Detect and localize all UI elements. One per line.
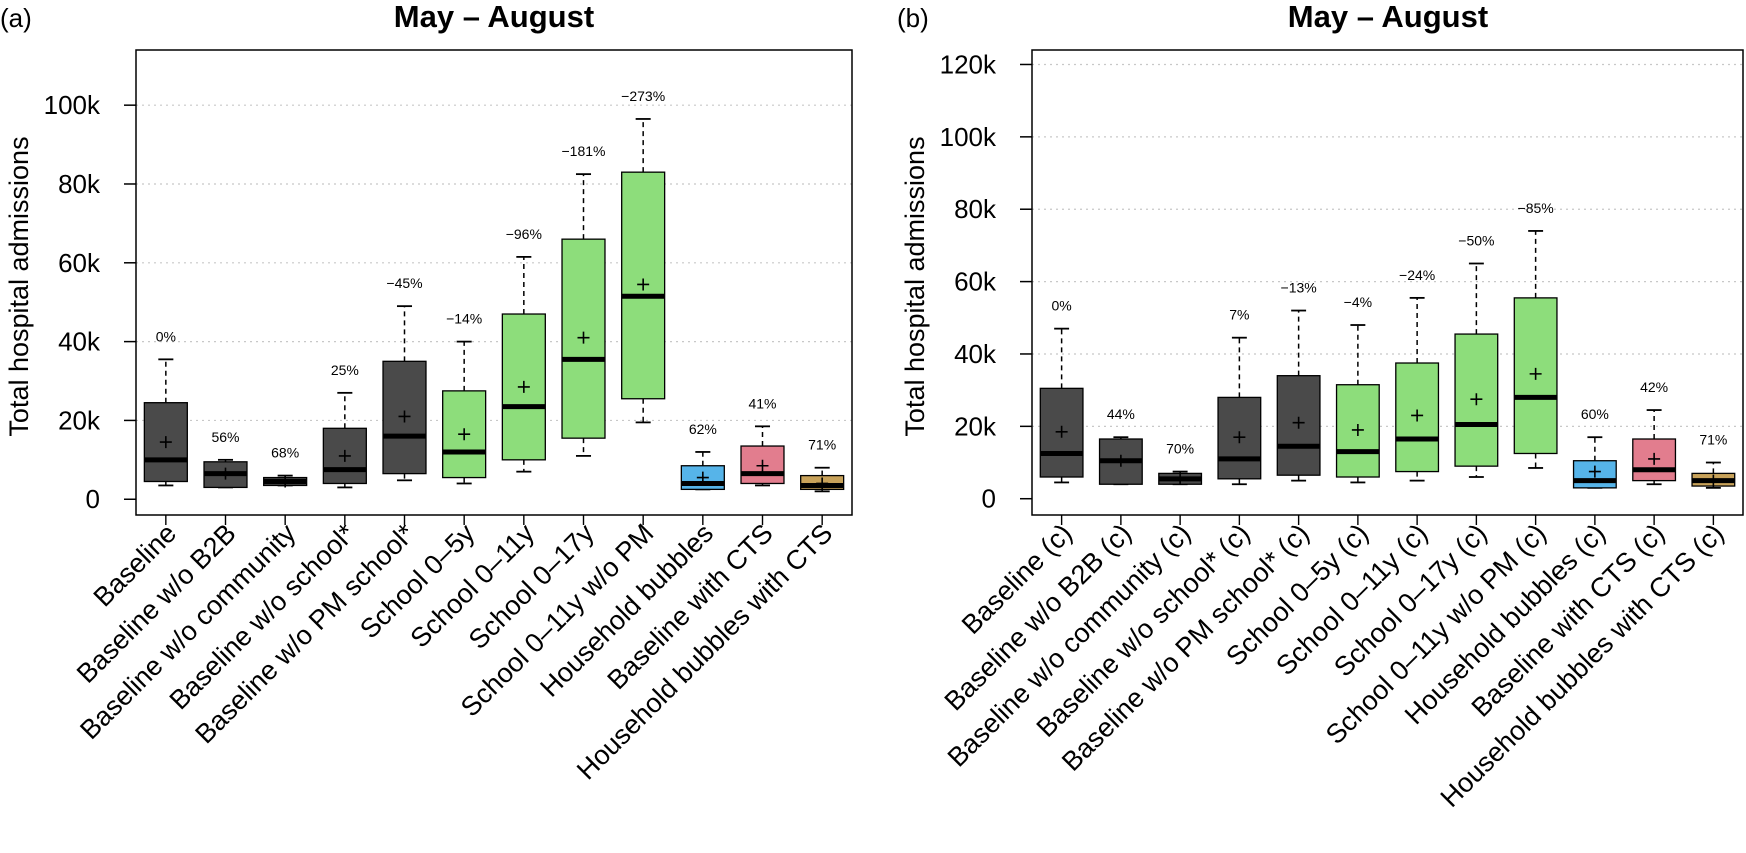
change-label: −50% [1458,233,1494,249]
change-label: 60% [1581,406,1609,422]
y-tick-label: 40k [58,327,101,357]
x-category-label: Baseline w/o community (c) [942,518,1197,773]
y-tick-label: 80k [954,194,997,224]
y-tick-label: 0 [86,484,100,514]
change-label: −13% [1281,280,1317,296]
y-tick-label: 0 [982,484,996,514]
change-label: −14% [446,311,482,327]
change-label: 56% [211,429,239,445]
change-label: −85% [1518,200,1554,216]
change-label: −181% [562,143,606,159]
change-label: 71% [1699,432,1727,448]
change-label: 0% [156,328,176,344]
panel-b: (b) May – August 0 20k 40k 60k 80k 100k 120k Tota… [897,0,1744,813]
mean-marker [577,331,590,344]
mean-marker [1411,409,1424,422]
y-tick-label: 40k [954,339,997,369]
mean-marker [756,459,769,472]
mean-marker [1292,416,1305,429]
y-tick-label: 80k [58,169,101,199]
mean-marker [1351,423,1364,436]
mean-marker [816,477,829,490]
y-tick-label: 20k [954,411,997,441]
panel-a: (a) May – August 0 20k 40k 60k 80k 100k Total ho… [0,0,853,785]
box-iqr [1276,375,1321,476]
change-label: 41% [748,395,776,411]
y-tick-label: 60k [58,248,101,278]
chart-title: May – August [1288,0,1488,34]
mean-marker [219,467,232,480]
change-label: 68% [271,445,299,461]
change-label: 7% [1229,307,1249,323]
change-label: 44% [1107,406,1135,422]
change-label: 0% [1052,298,1072,314]
mean-marker [517,380,530,393]
mean-marker [1707,474,1720,487]
y-axis-label: Total hospital admissions [4,136,34,436]
y-axis-label: Total hospital admissions [900,136,930,436]
change-label: −4% [1344,294,1372,310]
panel-label: (b) [897,3,929,33]
mean-marker [1174,472,1187,485]
change-label: 62% [689,421,717,437]
mean-marker [1233,431,1246,444]
plot-frame [135,49,853,516]
change-label: −24% [1399,267,1435,283]
mean-marker [1648,452,1661,465]
change-label: −45% [386,275,422,291]
chart-title: May – August [394,0,594,34]
panel-label: (a) [0,3,32,33]
y-tick-label: 100k [940,122,997,152]
mean-marker [1114,454,1127,467]
y-tick-label: 20k [58,405,101,435]
y-tick-label: 100k [44,90,101,120]
mean-marker [696,471,709,484]
change-label: 70% [1166,441,1194,457]
y-tick-label: 120k [940,49,997,79]
mean-marker [1529,367,1542,380]
change-label: −273% [621,88,665,104]
mean-marker [338,449,351,462]
mean-marker [279,475,292,488]
mean-marker [1055,425,1068,438]
mean-marker [458,428,471,441]
plot-frame [1031,49,1744,516]
change-label: −96% [506,226,542,242]
y-tick-label: 60k [954,267,997,297]
mean-marker [1470,393,1483,406]
mean-marker [637,278,650,291]
mean-marker [398,410,411,423]
change-label: 25% [331,362,359,378]
change-label: 71% [808,437,836,453]
mean-marker [159,436,172,449]
mean-marker [1588,465,1601,478]
change-label: 42% [1640,379,1668,395]
